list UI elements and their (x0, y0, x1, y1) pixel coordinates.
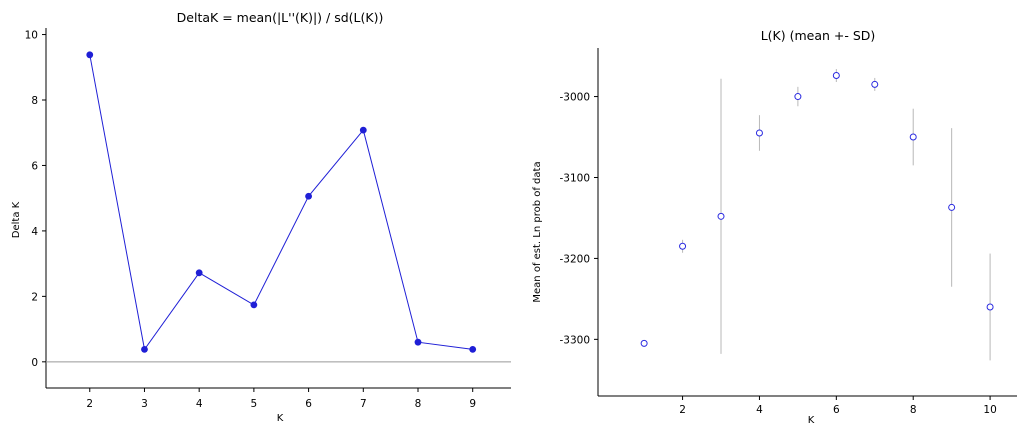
deltak-x-tick-label: 8 (415, 398, 422, 410)
lk-x-tick-label: 10 (983, 404, 996, 416)
lk-point (640, 339, 648, 347)
deltak-ylabel: Delta K (11, 201, 22, 238)
deltak-point (195, 269, 203, 277)
deltak-y-tick-label: 8 (31, 95, 38, 107)
lk-point (832, 72, 840, 80)
deltak-axes: 0 2 4 6 8 10 2 3 4 5 6 7 8 9 (25, 28, 511, 410)
lk-marks (640, 69, 994, 361)
deltak-point (141, 345, 148, 353)
lk-point (948, 203, 956, 211)
lk-x-tick-label: 6 (833, 404, 840, 416)
deltak-point (250, 301, 258, 309)
deltak-x-tick-label: 4 (196, 398, 203, 410)
lk-chart: L(K) (mean +- SD) K Mean of est. Ln prob… (532, 28, 1017, 426)
deltak-y-tick-label: 2 (31, 291, 38, 303)
lk-xlabel: K (808, 415, 815, 426)
deltak-y-tick-label: 10 (25, 30, 38, 42)
deltak-point (86, 51, 94, 59)
deltak-y-tick-label: 0 (31, 357, 38, 369)
deltak-x-tick-label: 5 (251, 398, 258, 410)
deltak-marks (86, 51, 477, 353)
deltak-y-tick-label: 4 (31, 226, 38, 238)
lk-point (717, 212, 725, 220)
lk-y-tick-label: -3000 (559, 92, 590, 104)
deltak-chart: DeltaK = mean(|L''(K)|) / sd(L(K)) K Del… (11, 10, 511, 424)
lk-x-tick-label: 2 (679, 404, 686, 416)
deltak-series-line (89, 54, 473, 351)
lk-x-tick-label: 4 (756, 404, 763, 416)
lk-point (986, 303, 994, 311)
deltak-point (359, 126, 367, 134)
lk-axes: -3300 -3200 -3100 -3000 2 4 6 8 10 (559, 48, 1017, 416)
lk-ylabel: Mean of est. Ln prob of data (532, 161, 543, 302)
deltak-x-tick-label: 6 (305, 398, 312, 410)
lk-point (871, 80, 879, 88)
lk-x-tick-label: 8 (910, 404, 917, 416)
deltak-x-tick-label: 2 (86, 398, 93, 410)
lk-point (755, 129, 763, 137)
deltak-x-tick-label: 7 (360, 398, 367, 410)
lk-y-tick-label: -3100 (559, 172, 590, 184)
lk-point (679, 242, 687, 250)
deltak-xlabel: K (277, 413, 284, 424)
deltak-title: DeltaK = mean(|L''(K)|) / sd(L(K)) (177, 10, 384, 25)
deltak-point (414, 338, 422, 346)
lk-y-tick-label: -3200 (559, 253, 590, 265)
deltak-y-tick-label: 6 (31, 160, 38, 172)
lk-point (909, 133, 917, 141)
deltak-x-tick-label: 9 (469, 398, 476, 410)
deltak-point (469, 345, 477, 353)
deltak-x-tick-label: 3 (141, 398, 148, 410)
lk-point (794, 93, 802, 101)
deltak-point (305, 192, 312, 200)
lk-title: L(K) (mean +- SD) (761, 28, 876, 43)
lk-y-tick-label: -3300 (559, 334, 590, 346)
